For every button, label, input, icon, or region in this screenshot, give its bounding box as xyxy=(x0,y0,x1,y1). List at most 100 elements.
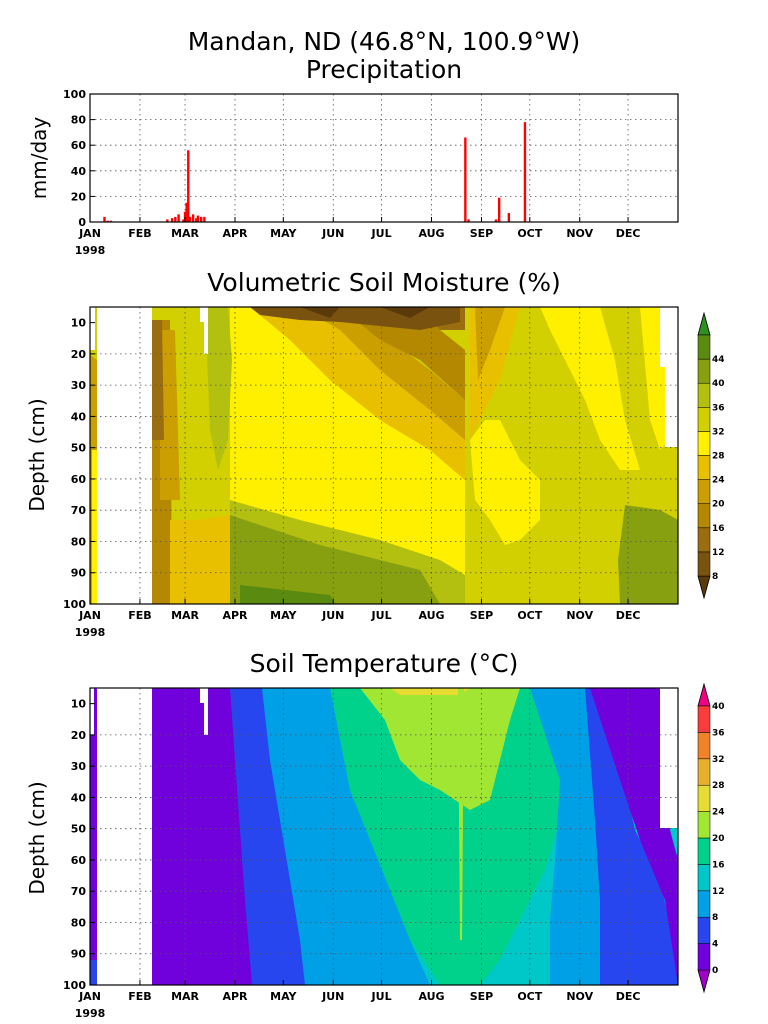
colorbar-label: 40 xyxy=(712,379,725,389)
soil-moisture-grid xyxy=(90,307,678,604)
soil-moisture-x-ticks: JAN FEB MAR APR MAY JUN JUL AUG SEP OCT NOV DEC xyxy=(78,599,640,622)
soil-moisture-y-label: Depth (cm) xyxy=(25,398,49,511)
colorbar-label: 0 xyxy=(712,966,718,976)
st-contour-24 xyxy=(360,688,520,810)
colorbar-label: 36 xyxy=(712,403,725,413)
x-tick-label: FEB xyxy=(128,227,151,240)
sm-missing-jan-top xyxy=(90,307,95,350)
colorbar-label: 28 xyxy=(712,452,725,462)
colorbar-label: 36 xyxy=(712,728,725,738)
y-tick-label: 50 xyxy=(71,442,87,455)
precip-bar xyxy=(174,216,177,222)
st-contour-8-fall xyxy=(585,688,678,985)
precip-bar xyxy=(203,216,206,222)
precip-bar xyxy=(507,213,511,222)
y-tick-label: 90 xyxy=(71,948,87,961)
soil-moisture-year-label: 1998 xyxy=(75,626,106,639)
colorbar-label: 16 xyxy=(712,524,725,534)
colorbar-swatch xyxy=(697,916,711,944)
x-tick-label: OCT xyxy=(517,609,542,622)
x-tick-label: MAR xyxy=(171,227,199,240)
colorbar-swatch xyxy=(697,811,711,839)
x-tick-label: NOV xyxy=(566,990,593,1003)
soil-temperature-field xyxy=(90,688,678,985)
sm-missing-late-dec xyxy=(665,307,678,447)
x-tick-label: APR xyxy=(222,609,248,622)
x-tick-label: JUL xyxy=(371,609,392,622)
y-tick-label: 10 xyxy=(71,317,87,330)
st-contour-12-fall xyxy=(530,688,605,985)
precip-y-ticks: 0 20 40 60 80 100 xyxy=(63,88,95,229)
precip-bar xyxy=(185,202,188,222)
precip-bar xyxy=(187,150,190,222)
y-tick-label: 100 xyxy=(63,88,86,101)
colorbar-swatch xyxy=(697,890,711,918)
precip-bar xyxy=(182,219,185,222)
y-tick-label: 60 xyxy=(71,854,87,867)
y-tick-label: 50 xyxy=(71,823,87,836)
y-tick-label: 100 xyxy=(63,979,86,992)
y-tick-label: 20 xyxy=(71,190,87,203)
x-tick-label: OCT xyxy=(517,227,542,240)
colorbar-label: 12 xyxy=(712,548,725,558)
colorbar-label: 20 xyxy=(712,834,725,844)
sm-contour-dec xyxy=(618,505,678,604)
colorbar-label: 32 xyxy=(712,755,725,765)
x-tick-label: SEP xyxy=(470,227,494,240)
sm-missing-top-mar-2 xyxy=(204,322,208,354)
st-contour-4-fall xyxy=(590,688,678,985)
colorbar-label: 32 xyxy=(712,427,725,437)
soil-moisture-field xyxy=(90,307,678,604)
y-tick-label: 0 xyxy=(78,216,86,229)
precip-grid xyxy=(90,94,678,222)
st-contour-4 xyxy=(152,688,252,985)
x-tick-label: MAY xyxy=(270,609,297,622)
colorbar-label: 44 xyxy=(712,355,725,365)
x-tick-label: APR xyxy=(222,227,248,240)
x-tick-label: JAN xyxy=(78,990,101,1003)
y-tick-label: 60 xyxy=(71,139,87,152)
colorbar-swatch xyxy=(697,943,711,971)
sm-contour-40 xyxy=(230,515,440,604)
precip-title: Precipitation xyxy=(306,55,462,84)
precip-plot: 0 20 40 60 80 100 JAN FEB MAR APR MAY JUN JUL AUG SEP… xyxy=(27,88,679,257)
st-missing-late-dec xyxy=(660,688,678,828)
x-tick-label: SEP xyxy=(470,609,494,622)
colorbar-swatch xyxy=(697,455,711,480)
st-contour-aug-spike xyxy=(458,688,464,940)
soil-temperature-colorbar: 0 4 8 12 16 20 24 28 32 36 40 xyxy=(697,682,725,994)
soil-temperature-y-ticks: 10 20 30 40 50 60 70 80 90 100 xyxy=(63,698,95,992)
st-contour-jan-deep xyxy=(90,960,97,985)
y-tick-label: 70 xyxy=(71,504,87,517)
x-tick-label: NOV xyxy=(566,609,593,622)
soil-moisture-plot: 10 20 30 40 50 60 70 80 90 100 JAN FEB MAR APR MAY JUN… xyxy=(25,306,725,639)
colorbar-swatch xyxy=(697,784,711,812)
sm-contour-sep-yellow xyxy=(470,420,540,545)
colorbar-max-arrow xyxy=(697,311,711,336)
precip-bar xyxy=(196,215,200,222)
precip-bar xyxy=(177,214,180,222)
x-tick-label: DEC xyxy=(616,990,641,1003)
colorbar-label: 12 xyxy=(712,887,725,897)
soil-temperature-frame xyxy=(89,687,679,986)
sm-missing-feb xyxy=(97,307,152,604)
colorbar-swatch xyxy=(697,382,711,408)
precip-bar xyxy=(109,220,113,222)
st-missing-feb xyxy=(97,688,152,985)
colorbar-min-arrow xyxy=(697,575,711,600)
soil-moisture-frame xyxy=(89,306,679,605)
st-contour-28 xyxy=(390,688,470,695)
sm-contour-28 xyxy=(152,307,465,480)
x-tick-label: MAY xyxy=(270,990,297,1003)
colorbar-swatch xyxy=(697,527,711,553)
colorbar-swatch xyxy=(697,431,711,456)
colorbar-label: 20 xyxy=(712,500,725,510)
st-contour-jan xyxy=(90,688,97,985)
colorbar-label: 24 xyxy=(712,808,725,818)
colorbar-label: 24 xyxy=(712,476,725,486)
colorbar-min-arrow xyxy=(697,969,711,994)
precip-bar xyxy=(494,219,498,222)
soil-temperature-y-label: Depth (cm) xyxy=(25,781,49,894)
y-tick-label: 90 xyxy=(71,567,87,580)
